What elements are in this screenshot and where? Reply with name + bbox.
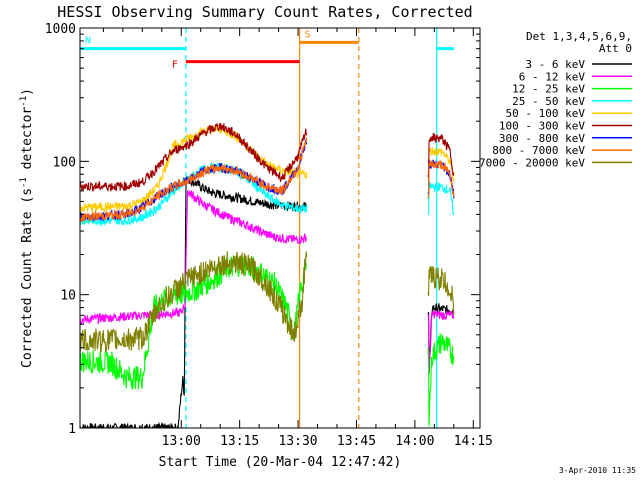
legend-label-2: 12 - 25 keV [512,83,585,96]
y-tick-label-0: 1 [68,422,76,437]
y-tick-label-1: 10 [60,289,76,304]
series-line-1 [80,189,455,373]
y-axis-label-part2: detector [20,107,35,178]
x-tick-label-2: 13:30 [278,434,317,449]
x-axis-label: Start Time (20-Mar-04 12:47:42) [159,455,402,470]
legend-label-6: 300 - 800 keV [499,132,585,145]
flag-label-1: F [172,60,178,71]
series-line-3 [80,161,455,227]
legend-header-1: Att 0 [599,42,632,55]
legend-label-7: 800 - 7000 keV [492,144,585,157]
series-line-5 [80,122,455,192]
y-tick-label-2: 100 [53,155,76,170]
series-group [80,122,455,428]
legend-label-3: 25 - 50 keV [512,95,585,108]
plot-area: N F S [79,27,481,429]
timestamp: 3-Apr-2010 11:35 [559,466,636,475]
chart-title: HESSI Observing Summary Count Rates, Cor… [57,3,472,21]
legend-label-1: 6 - 12 keV [519,70,586,83]
y-tick-label-3: 1000 [45,22,76,37]
x-tick-label-4: 14:00 [395,434,434,449]
series-line-8 [80,251,455,353]
x-tick-label-5: 14:15 [454,434,493,449]
legend-label-4: 50 - 100 keV [506,107,586,120]
x-axis: 13:00 13:15 13:30 13:45 14:00 14:15 [102,28,493,449]
y-axis-label-part3: ) [20,88,35,96]
plot-frame [79,27,481,429]
y-axis-label-sup2: -1 [19,96,29,107]
flag-label-2: S [305,29,311,40]
y-axis-label: Corrected Count Rate (s-1 detector-1) [19,88,35,368]
legend-label-0: 3 - 6 keV [525,58,585,71]
flag-label-0: N [85,36,91,47]
y-axis: 1 10 100 1000 [45,22,480,437]
legend-label-8: 7000 - 20000 keV [479,156,585,169]
series-line-7 [80,137,455,224]
legend-header-0: Det 1,3,4,5,6,9, [526,30,632,43]
x-tick-label-0: 13:00 [162,434,201,449]
y-axis-label-part1: Corrected Count Rate (s [20,188,35,368]
x-tick-label-3: 13:45 [337,434,376,449]
legend-label-5: 100 - 300 keV [499,120,585,133]
y-axis-label-sup1: -1 [19,177,29,188]
x-tick-label-1: 13:15 [220,434,259,449]
